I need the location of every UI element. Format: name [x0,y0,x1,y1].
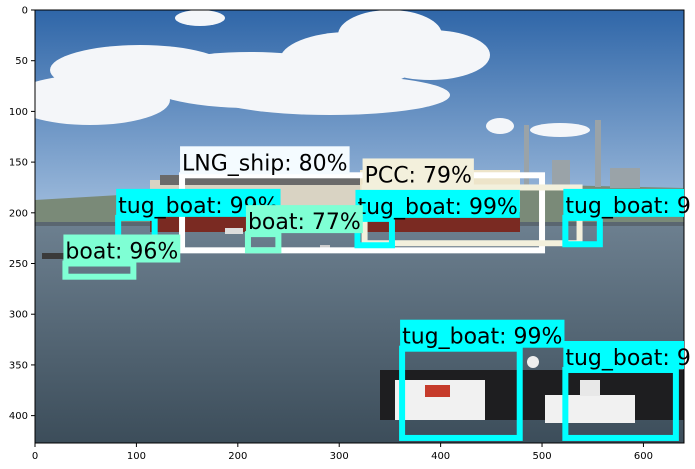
bounding-box [399,345,523,441]
y-tick-label: 200 [9,208,28,219]
label-background [180,146,350,175]
image-frame [34,9,685,444]
label-background [63,234,181,263]
x-tick-label: 100 [127,451,146,462]
x-tick-label: 0 [32,451,38,462]
detection-7: boat: 96% [62,234,181,280]
detection-label: tug_boat: 9 [565,194,690,219]
x-axis: 0 100 200 300 400 500 600 [32,443,653,462]
x-tick-label: 200 [228,451,247,462]
pier [380,356,684,423]
y-tick-label: 100 [9,107,28,118]
detection-8: boat: 77% [244,205,363,254]
label-background [245,205,363,234]
bounding-box [562,366,679,441]
y-axis: 0 50 100 150 200 250 300 350 400 [9,6,35,422]
y-tick-label: 50 [15,56,28,67]
detection-6: tug_boat: 99% [354,189,520,249]
y-tick-label: 150 [9,158,28,169]
detection-2: tug_boat: 99% [399,319,565,441]
detection-label: boat: 96% [65,240,178,265]
x-tick-label: 500 [532,451,551,462]
x-tick-label: 600 [634,451,653,462]
bounding-box [62,260,137,280]
y-tick-label: 300 [9,310,28,321]
y-tick-label: 400 [9,411,28,422]
clouds [35,10,590,137]
label-background [563,340,684,369]
x-tick-label: 300 [330,451,349,462]
y-tick-label: 0 [22,6,28,17]
label-background [563,188,684,217]
detection-label: tug_boat: 99% [402,325,562,350]
refinery [524,120,640,188]
detection-5: tug_boat: 9 [562,188,691,248]
detection-label: boat: 77% [248,210,361,235]
x-tick-label: 400 [431,451,450,462]
y-tick-label: 250 [9,259,28,270]
detection-0: LNG_ship: 80% [179,146,546,254]
y-tick-label: 350 [9,360,28,371]
detection-label: tug_boat: 9 [565,346,690,371]
label-background [400,319,565,348]
bounding-box [562,214,603,248]
detection-3: tug_boat: 9 [562,340,691,441]
photo [35,10,684,443]
detection-label: LNG_ship: 80% [182,151,348,176]
bounding-box [244,231,282,254]
label-background [355,189,520,218]
label-background [362,158,474,187]
detections: LNG_ship: 80% PCC: 79%tug_boat: 99%tug_bo… [62,146,691,441]
detection-label: PCC: 79% [365,163,472,188]
detection-label: tug_boat: 99% [357,195,517,220]
